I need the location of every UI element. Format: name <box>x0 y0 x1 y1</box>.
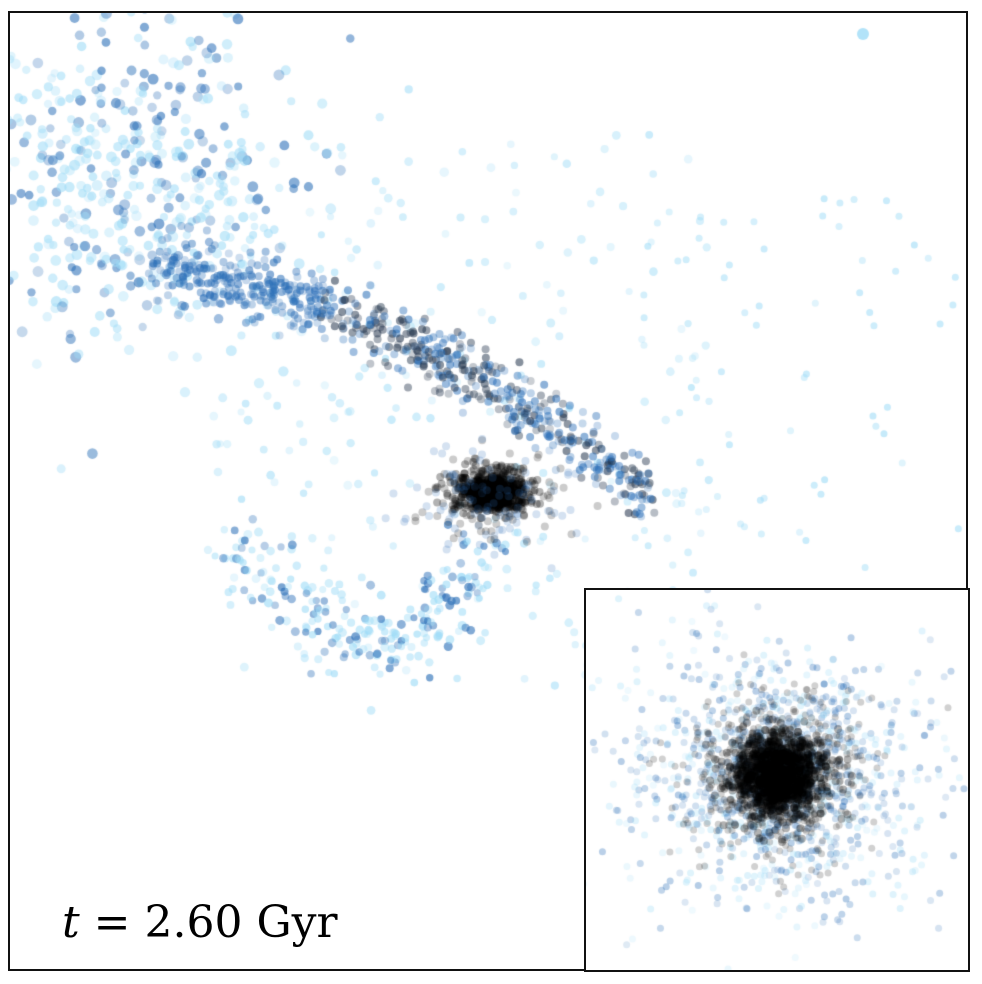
time-value: 2.60 <box>144 897 243 948</box>
particle-scatter-inset <box>586 590 968 970</box>
time-variable: t <box>62 897 80 948</box>
inset-zoom-panel <box>584 588 970 972</box>
simulation-main-panel: t = 2.60 Gyr <box>8 11 968 971</box>
time-equals: = <box>79 897 145 948</box>
time-label: t = 2.60 Gyr <box>62 897 338 948</box>
time-unit: Gyr <box>256 897 338 948</box>
